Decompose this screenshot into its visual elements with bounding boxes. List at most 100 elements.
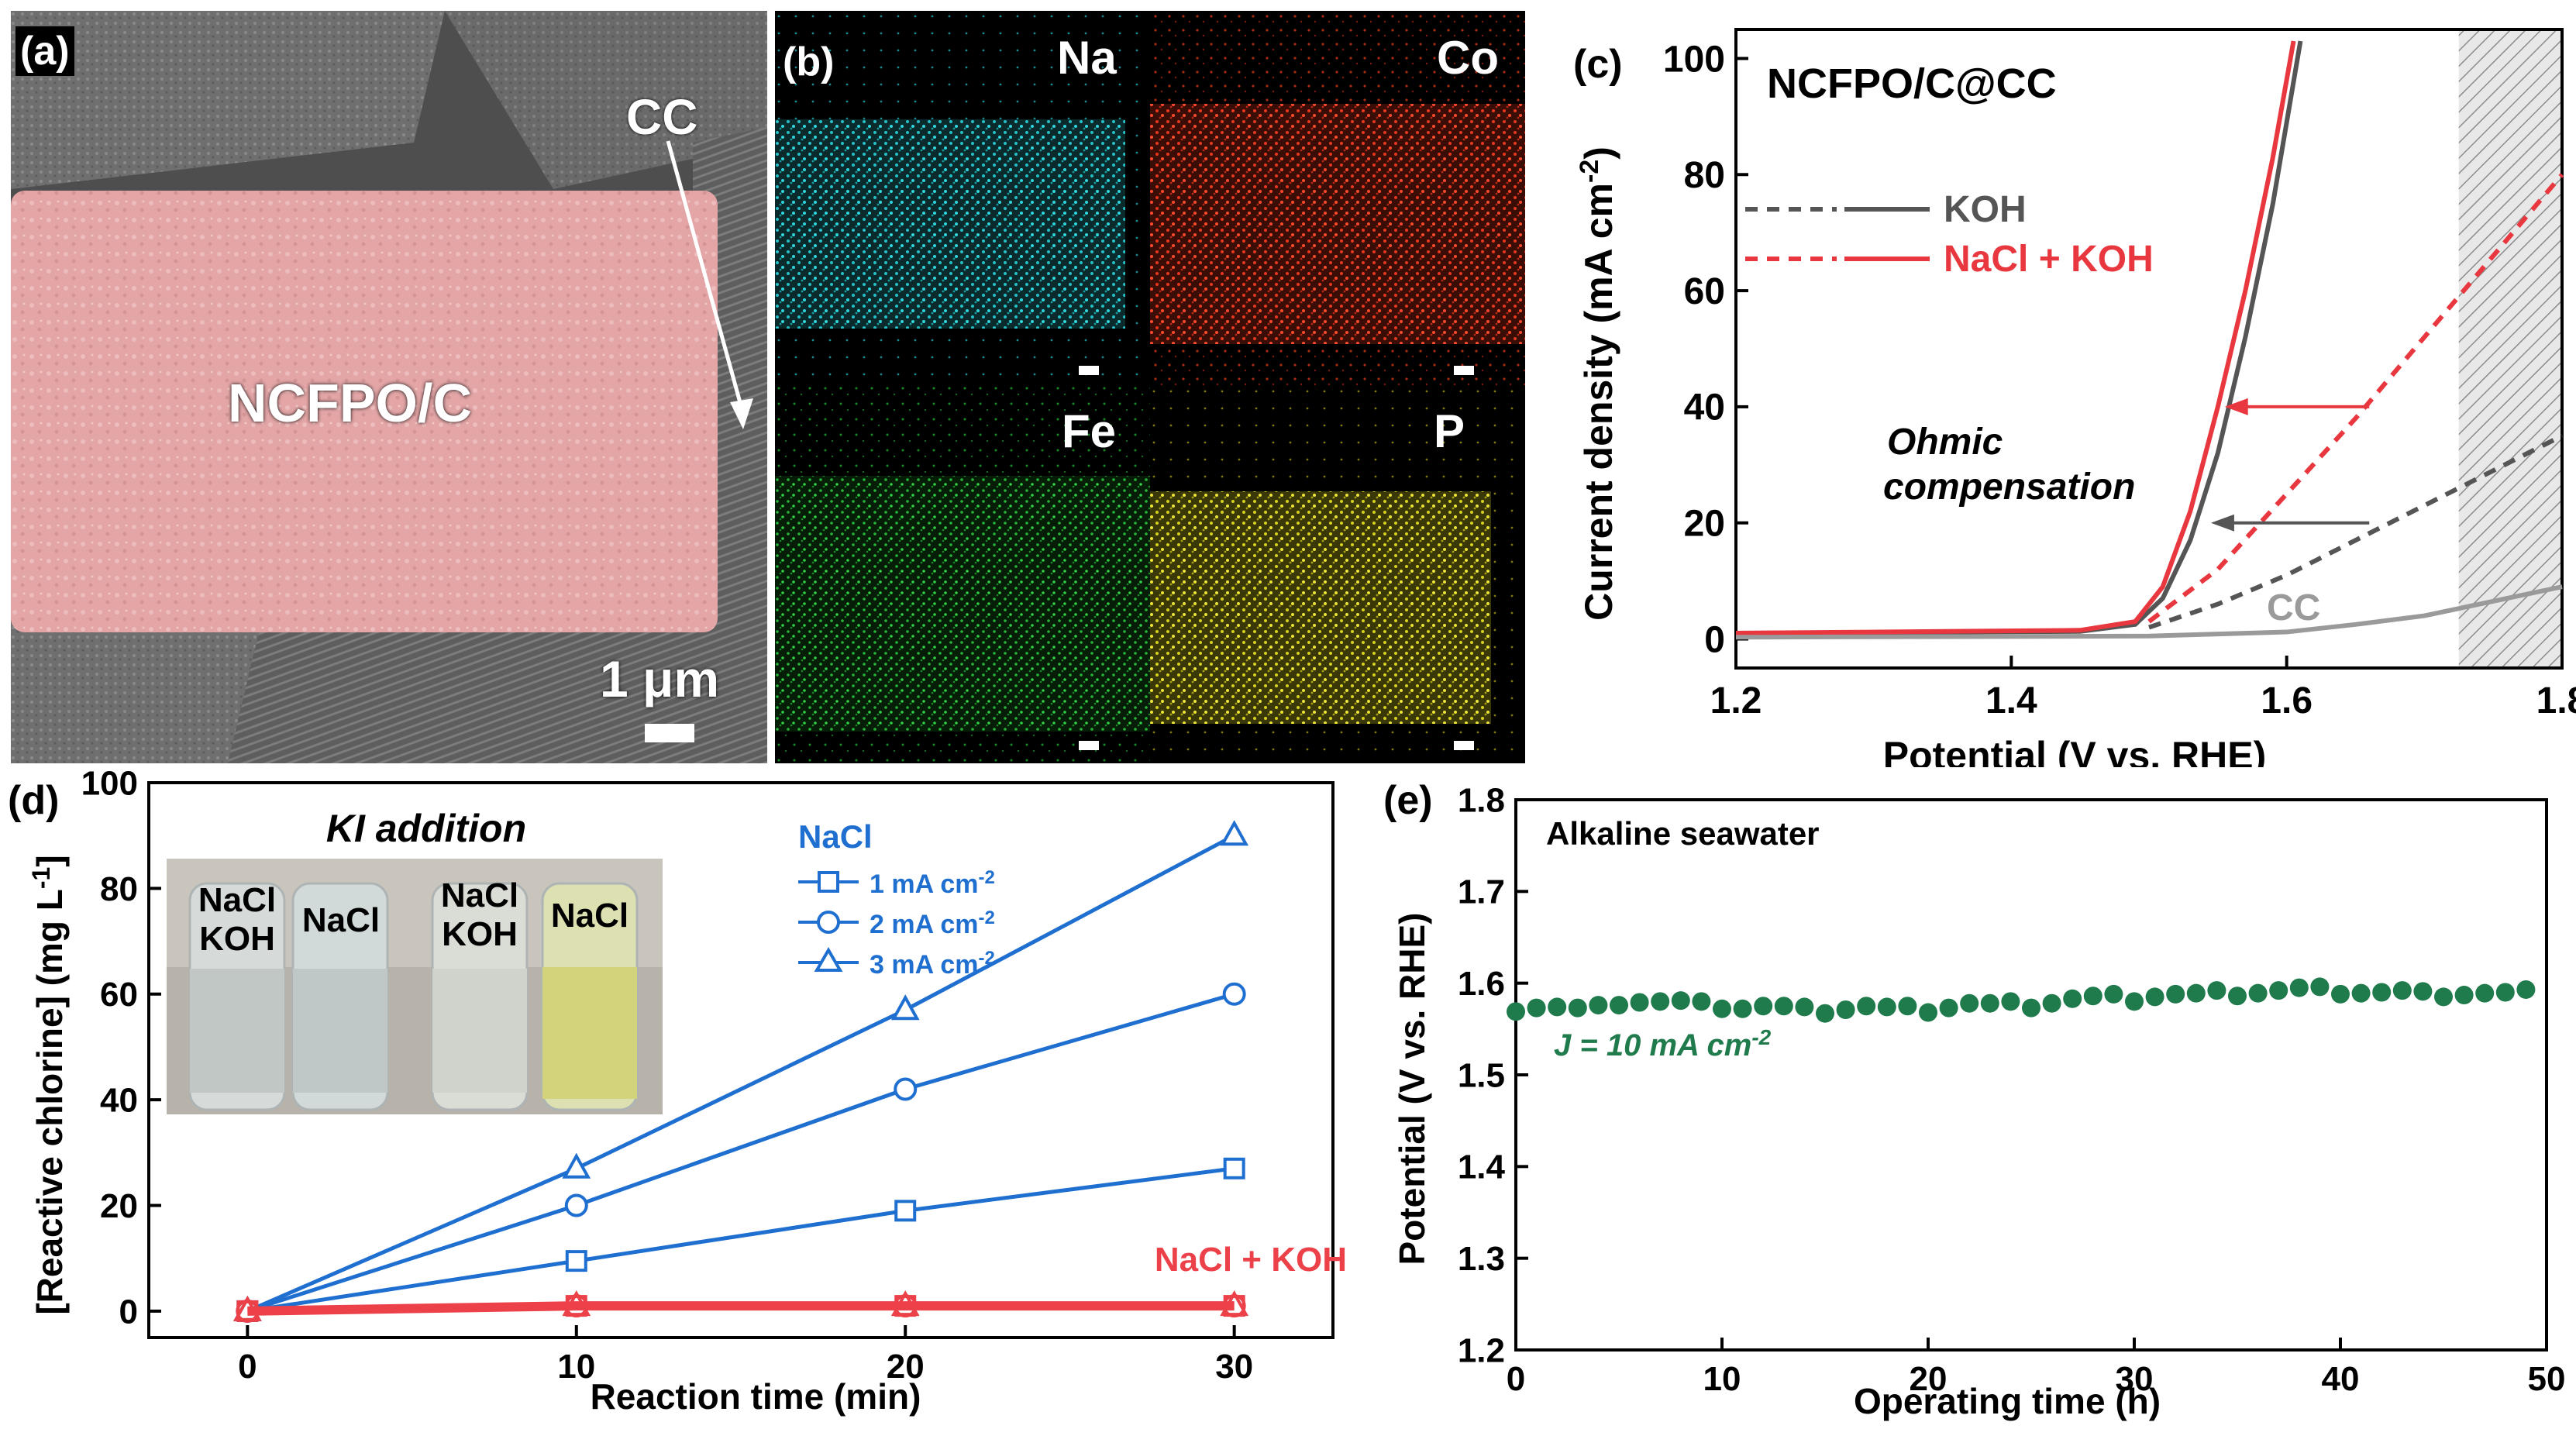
y-tick-label: 60 [100,976,138,1014]
scale-bar [645,724,694,742]
panel-label-d: (d) [8,778,59,823]
panel-label-a: (a) [15,26,74,76]
data-point [1836,1000,1855,1019]
y-tick-label: 20 [100,1187,138,1225]
data-point [2310,977,2330,997]
data-point [1733,999,1752,1018]
koh-uncompensated-curve [2148,433,2564,630]
plot-area-c: 1.2 1.4 1.6 1.8 0 20 40 60 80 100 [1663,28,2576,721]
inset-title: KI addition [326,807,526,850]
axes-frame [1734,28,2564,670]
data-point [2434,987,2453,1007]
triangle-marker [1220,1290,1249,1317]
data-point [2269,981,2288,1000]
x-tick-label: 1.8 [2536,680,2576,721]
data-point [2331,984,2350,1004]
series-line-1 [246,992,1235,1314]
panel-label-b: (b) [783,40,835,84]
x-tick-label: 40 [2322,1360,2360,1398]
hatched-region [2458,31,2561,666]
y-tick-label: 1.6 [1458,965,1505,1003]
data-point [1527,998,1546,1018]
circle-marker [564,1193,588,1217]
data-point [1898,997,1917,1016]
series-line-0 [246,1166,1235,1314]
triangle-marker [232,1295,262,1321]
current-density-label: J = 10 mA cm-2 [1554,1025,1772,1062]
triangle-marker [1220,820,1249,846]
x-tick-label: 0 [1507,1360,1525,1398]
y-tick-label: 0 [119,1293,138,1331]
y-tick-label: 0 [1704,619,1725,660]
vial-1-label-line1: NaCl [198,881,276,919]
square-marker [1223,1157,1245,1179]
eds-label-fe: Fe [1062,405,1117,457]
c-xlabel: Potential (V vs. RHE) [1883,734,2267,767]
x-tick-label: 1.6 [2261,680,2313,721]
vial-3-label-line1: NaCl [441,876,518,914]
axes-frame [147,781,1334,1339]
legend-nacl-koh: NaCl + KOH [1944,239,2154,280]
data-point [2289,978,2309,997]
data-point [1671,991,1690,1011]
cc-curve [1735,584,2563,640]
panel-c: (c) 1.21.41.61.8020406080100 NCFPO/C@CC … [1573,28,2576,767]
y-tick-label: 1.5 [1458,1056,1505,1094]
data-point [1754,997,1773,1016]
eds-label-na: Na [1057,32,1117,84]
data-point [2372,983,2392,1002]
x-tick-label: 10 [557,1348,595,1386]
square-marker [894,1200,917,1222]
data-point [2454,986,2474,1005]
x-tick-label: 30 [1215,1348,1253,1386]
ohmic-annotation-1: Ohmic [1887,422,2003,463]
data-point [1630,993,1649,1012]
y-tick-label: 40 [100,1082,138,1120]
ki-inset-photo [167,859,663,1114]
ohmic-annotation-2: compensation [1883,467,2135,508]
condition-label: Alkaline seawater [1546,815,1820,852]
data-point [1980,993,1999,1013]
data-point [2001,992,2020,1011]
arrow-head-icon [730,398,753,429]
circle-marker [894,1077,918,1101]
plot-area-e: 0 10 20 30 40 50 1.2 1.3 1.4 1.5 1.6 1.7 1.8 [1458,781,2566,1398]
y-tick-label: 1.8 [1458,781,1505,819]
y-tick-label: 1.3 [1458,1240,1505,1278]
data-point [1692,992,1711,1011]
x-tick-label: 30 [2116,1360,2154,1398]
legend-c: KOH NaCl + KOH [1745,189,2154,280]
panel-label-e: (e) [1383,778,1433,823]
d-xlabel: Reaction time (min) [591,1376,921,1417]
legend-title-nacl: NaCl [798,818,873,855]
triangle-marker [890,994,920,1021]
e-ylabel: Potential (V vs. RHE) [1392,913,1432,1265]
data-point [2475,983,2495,1003]
y-tick-label: 1.7 [1458,873,1505,911]
c-ylabel: Current density (mA cm-2) [1575,146,1620,621]
cc-label: CC [626,89,698,145]
panel-e: (e) 0 10 20 30 40 50 1.2 1.3 1.4 1.5 1.6 1.7 1.8 Ope… [1383,778,2566,1421]
data-point [1568,998,1587,1018]
eds-maps [775,11,1525,763]
d-ylabel: [Reactive chlorine] (mg L-1] [27,855,70,1314]
triangle-marker [562,1290,591,1317]
sem-image-a [11,11,767,763]
data-point [2392,981,2412,1000]
series-line-3 [247,1301,1235,1316]
x-tick-label: 50 [2528,1360,2566,1398]
data-point [2248,983,2268,1003]
data-point [1857,997,1876,1016]
panel-b: (b) Na Co Fe P [775,11,1525,763]
y-tick-label: 1.4 [1458,1148,1506,1186]
vial-2-label: NaCl [302,901,380,939]
nacl-koh-uncompensated-curve [2147,173,2564,624]
panel-label-c: (c) [1573,42,1623,87]
legend-d: NaCl 1 mA cm-2 2 mA cm-2 3 mA cm-2 [798,818,995,980]
data-point [2125,992,2144,1011]
vial-3-label-line2: KOH [442,915,518,953]
cc-curve-label: CC [2267,587,2320,628]
x-tick-label: 1.4 [1985,680,2037,721]
y-tick-label: 40 [1684,387,1725,429]
data-point [2145,987,2164,1007]
